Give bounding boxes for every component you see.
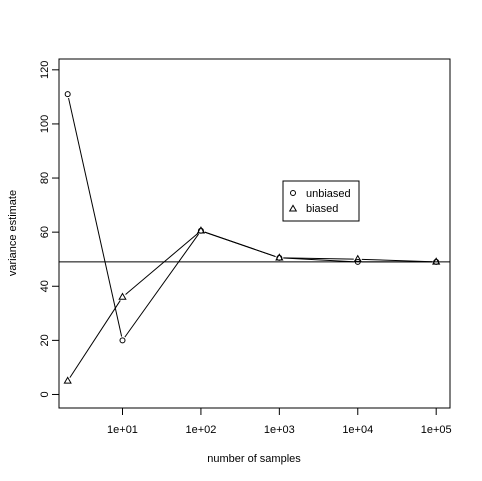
y-axis-title: variance estimate <box>7 190 19 276</box>
point-biased <box>118 292 127 300</box>
legend-marker-unbiased <box>290 190 296 196</box>
series-line-biased <box>361 258 433 263</box>
y-tick-label: 0 <box>39 391 51 397</box>
x-tick-label: 1e+05 <box>421 424 452 436</box>
point-biased <box>275 253 284 261</box>
x-axis-title: number of samples <box>207 453 301 465</box>
series-line-unbiased <box>283 257 354 263</box>
point-unbiased <box>119 337 126 344</box>
series-line-biased <box>125 232 199 295</box>
x-tick-label: 1e+02 <box>185 424 216 436</box>
legend-label-unbiased: unbiased <box>306 188 351 200</box>
y-tick-label: 100 <box>39 115 51 133</box>
y-tick-label: 80 <box>39 172 51 184</box>
point-unbiased <box>354 258 361 265</box>
point-biased <box>196 226 206 234</box>
point-biased <box>353 254 362 262</box>
x-tick-label: 1e+03 <box>264 424 295 436</box>
legend-marker-biased <box>288 204 298 212</box>
chart-marks <box>59 91 450 384</box>
x-tick-label: 1e+01 <box>107 424 138 436</box>
series-line-biased <box>283 257 354 260</box>
series-line-biased <box>204 231 276 258</box>
legend-box <box>282 180 360 222</box>
series-line-unbiased <box>68 97 123 337</box>
series-line-unbiased <box>124 233 199 338</box>
legend-label-biased: biased <box>306 203 338 215</box>
point-biased <box>432 257 441 265</box>
x-tick-label: 1e+04 <box>342 424 373 436</box>
legend: unbiased biased <box>282 180 360 222</box>
point-biased <box>63 376 72 384</box>
y-tick-label: 40 <box>39 280 51 292</box>
y-tick-label: 20 <box>39 334 51 346</box>
plot-frame <box>58 58 451 409</box>
series-line-biased <box>69 300 121 378</box>
y-tick-label: 60 <box>39 226 51 238</box>
point-unbiased <box>64 91 71 98</box>
chart-axes: 1e+01 1e+02 1e+03 1e+04 1e+05 0 20 40 60 80 100 120 <box>39 61 452 436</box>
y-tick-label: 120 <box>39 61 51 79</box>
